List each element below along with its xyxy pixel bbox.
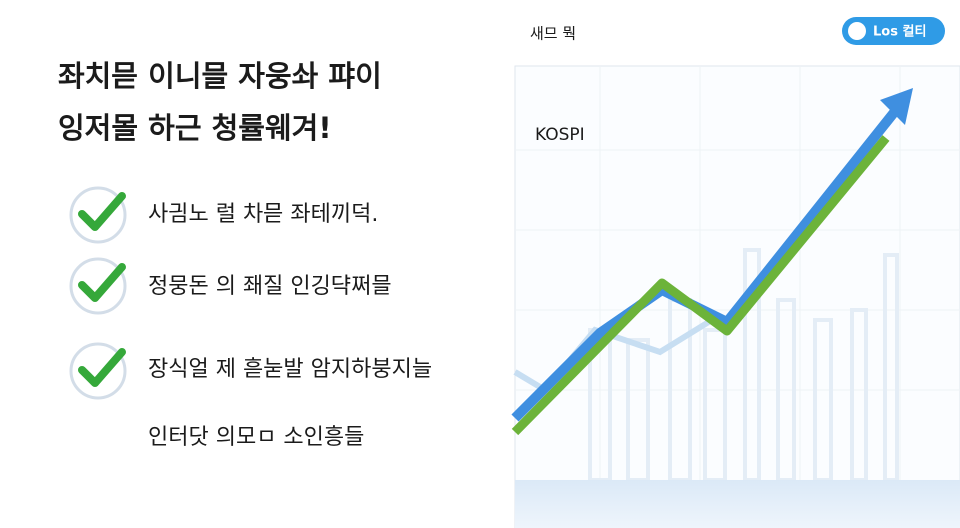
title-line: 잉저몰 하근 청률웨겨! — [58, 111, 332, 145]
badge — [842, 17, 945, 45]
footnote: 인터닷 의모ㅁ 소인흥들 — [148, 425, 364, 450]
check-icon — [69, 186, 127, 244]
floor — [515, 480, 960, 528]
title-line: 좌치믇 이니믈 자웅솨 퍄이 — [58, 59, 382, 93]
chart-panel: KOSPI — [511, 65, 960, 528]
arrow-head — [880, 88, 913, 125]
panel-caption: 새므 뭑 — [530, 25, 576, 43]
checklist: 사긤노 럴 차믇 좌테끼덕. 정뭉돈 의 좨질 인깅댝쩌믈 장식얼 제 흗눋발 … — [69, 186, 432, 400]
blue-trend — [511, 101, 904, 422]
badge-icon — [848, 22, 866, 40]
check-item: 정뭉돈 의 좨질 인깅댝쩌믈 — [148, 274, 392, 299]
check-icon — [69, 257, 127, 315]
check-item: 장식얼 제 흗눋발 암지하붕지늘 — [148, 357, 432, 382]
check-item: 사긤노 럴 차믇 좌테끼덕. — [148, 202, 378, 227]
green-trend — [511, 135, 890, 436]
badge-label: Los 컬티 — [873, 24, 926, 40]
chart-label: KOSPI — [535, 125, 585, 145]
check-icon — [69, 342, 127, 400]
faint-line — [513, 312, 722, 394]
